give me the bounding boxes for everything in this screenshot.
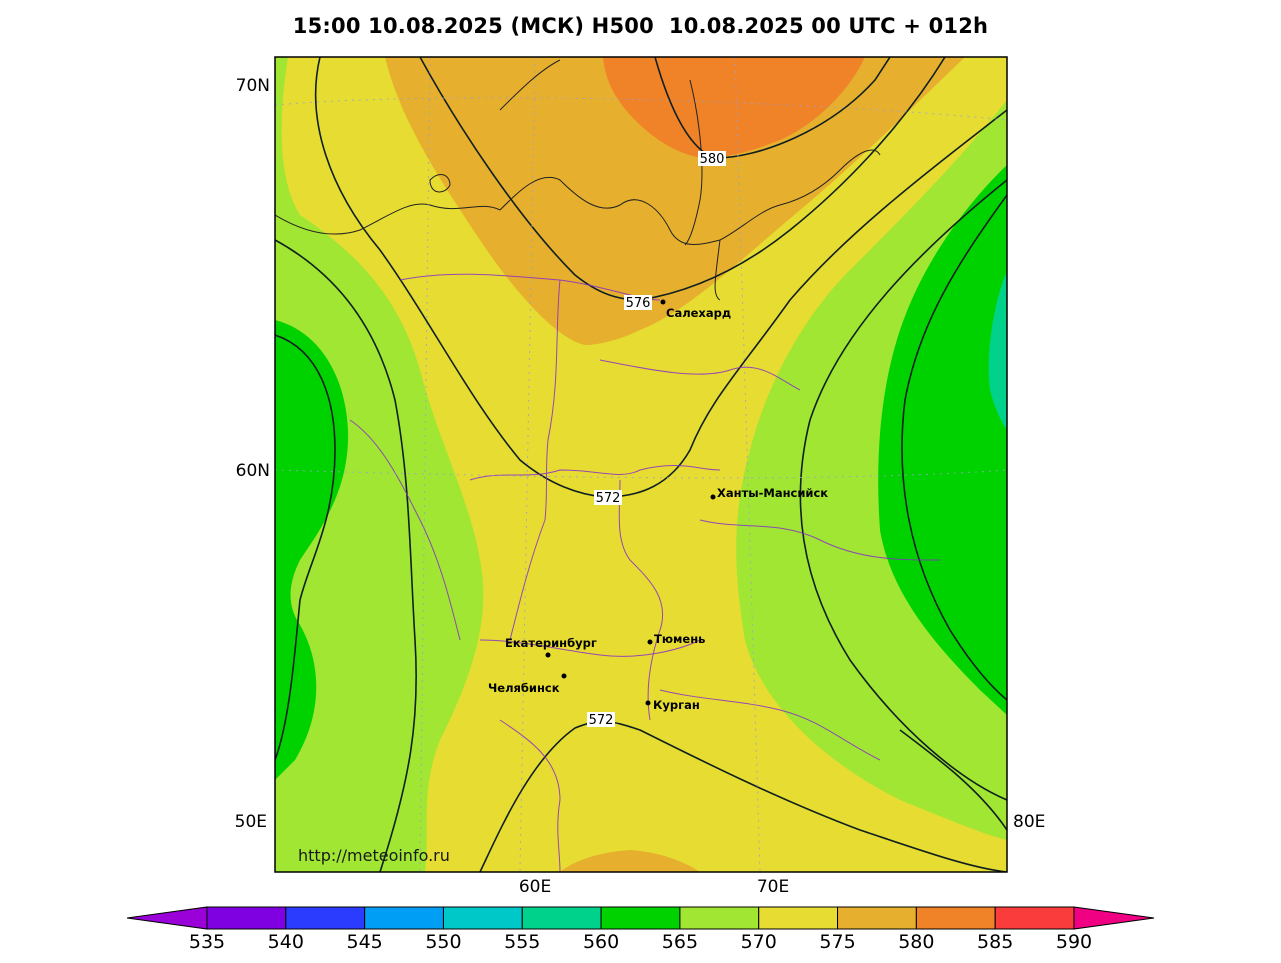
svg-text:Екатеринбург: Екатеринбург <box>505 636 597 650</box>
colorbar-segment <box>679 906 760 930</box>
city-yekaterinburg: Екатеринбург <box>505 636 597 658</box>
city-chelyabinsk: Челябинск <box>488 673 567 695</box>
colorbar-segment <box>364 906 444 930</box>
city-kurgan: Курган <box>645 698 700 712</box>
isohypse-564-west <box>275 334 336 761</box>
admin-borders <box>349 273 941 872</box>
lat-label-70n: 70N <box>236 76 270 96</box>
lon-label-80e: 80E <box>1013 812 1045 832</box>
watermark: http://meteoinfo.ru <box>298 846 450 865</box>
colorbar-tick-label: 550 <box>425 931 461 953</box>
city-salekhard: Салехард <box>660 299 731 320</box>
svg-text:572: 572 <box>596 491 621 506</box>
lat-label-50e: 50E <box>235 812 267 832</box>
graticule <box>275 57 1007 872</box>
colorbar-tick-label: 590 <box>1056 931 1092 953</box>
contour-label-580: 580 <box>698 151 726 167</box>
band-555-560-east <box>988 270 1007 430</box>
colorbar-tick-label: 555 <box>504 931 540 953</box>
contour-label-572-south: 572 <box>587 712 615 728</box>
band-575-580-north <box>385 57 965 345</box>
isohypse-568-east-inner <box>899 729 1007 831</box>
band-575-580-south <box>560 850 700 872</box>
colorbar-tick-label: 570 <box>741 931 777 953</box>
svg-text:Салехард: Салехард <box>666 306 731 320</box>
colorbar: 535 540 545 550 555 560 565 570 575 580 585 590 <box>126 906 1155 953</box>
coastlines <box>275 59 881 301</box>
colorbar-tick-label: 545 <box>347 931 383 953</box>
colorbar-tick-label: 560 <box>583 931 619 953</box>
colorbar-tick-label: 580 <box>898 931 934 953</box>
colorbar-segment <box>915 906 996 930</box>
band-580-585-north <box>603 57 865 158</box>
svg-text:Тюмень: Тюмень <box>654 632 705 646</box>
colorbar-tick-label: 535 <box>189 931 225 953</box>
svg-text:572: 572 <box>589 713 614 728</box>
colorbar-segment <box>442 906 523 930</box>
svg-text:Ханты-Мансийск: Ханты-Мансийск <box>717 486 828 500</box>
contour-label-576: 576 <box>624 295 652 311</box>
isohypse-564-east <box>901 194 1007 701</box>
colorbar-tick-label: 575 <box>819 931 855 953</box>
isohypse-568-east <box>799 179 1007 801</box>
svg-text:Курган: Курган <box>653 698 700 712</box>
colorbar-segment <box>521 906 602 930</box>
lat-label-60n: 60N <box>236 461 270 481</box>
colorbar-segment <box>206 906 287 930</box>
colorbar-segment <box>758 906 839 930</box>
isohypse-568-west <box>275 239 417 872</box>
svg-text:Челябинск: Челябинск <box>488 681 560 695</box>
map-frame <box>274 56 1008 873</box>
band-565-570-west <box>275 57 484 872</box>
svg-text:580: 580 <box>700 152 725 167</box>
city-tyumen: Тюмень <box>647 632 705 646</box>
colorbar-tick-label: 540 <box>268 931 304 953</box>
colorbar-tick-label: 585 <box>977 931 1013 953</box>
colorbar-tick-label: 565 <box>662 931 698 953</box>
colorbar-segment <box>285 906 366 930</box>
lon-label-70e: 70E <box>757 877 789 897</box>
isohypse-572-south <box>479 720 1007 872</box>
colorbar-segment <box>837 906 917 930</box>
colorbar-extend-low <box>126 906 208 930</box>
map-title: 15:00 10.08.2025 (МСК) H500 10.08.2025 0… <box>292 14 989 38</box>
geopotential-field <box>275 57 1007 872</box>
colorbar-segment <box>994 906 1075 930</box>
colorbar-segment <box>600 906 681 930</box>
city-khanty-mansiysk: Ханты-Мансийск <box>710 486 828 500</box>
colorbar-extend-high <box>1073 906 1155 930</box>
lon-label-60e: 60E <box>519 877 551 897</box>
band-560-565-east <box>878 165 1007 715</box>
contour-label-572-north: 572 <box>594 490 622 506</box>
svg-text:576: 576 <box>626 296 651 311</box>
